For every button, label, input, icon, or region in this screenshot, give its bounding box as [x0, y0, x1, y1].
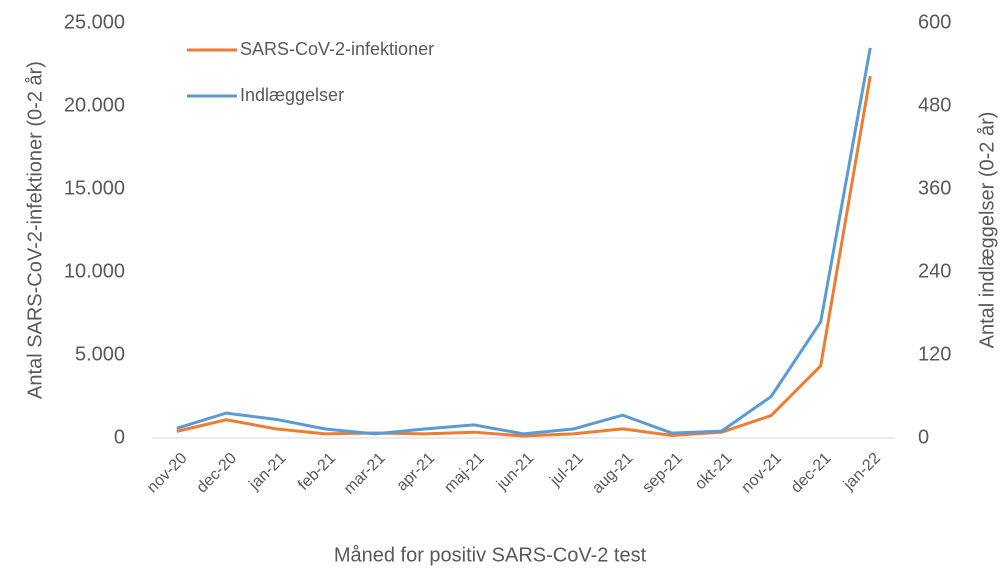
y2-tick-label: 480: [918, 94, 951, 116]
series-line: [176, 75, 872, 438]
y-tick-label: 20.000: [64, 94, 125, 116]
x-tick-label: feb-21: [295, 450, 339, 494]
y-tick-label: 10.000: [64, 260, 125, 282]
y-tick-label: 25.000: [64, 11, 125, 33]
y2-axis-title: Antal indlæggelser (0-2 år): [976, 112, 998, 349]
y2-tick-label: 360: [918, 177, 951, 199]
y2-tick-label: 240: [918, 260, 951, 282]
x-tick-label: jan-21: [245, 450, 289, 494]
y-tick-label: 5.000: [75, 343, 125, 365]
x-tick-label: sep-21: [639, 450, 686, 497]
y-tick-label: 0: [114, 426, 125, 448]
y-tick-label: 15.000: [64, 177, 125, 199]
legend-label: Indlæggelser: [240, 85, 344, 105]
x-tick-label: jan-22: [840, 450, 884, 494]
legend-label: SARS-CoV-2-infektioner: [240, 39, 434, 59]
x-tick-label: mar-21: [341, 450, 389, 498]
x-tick-label: jun-21: [493, 450, 537, 494]
x-tick-label: apr-21: [394, 450, 439, 495]
y-axis-title: Antal SARS-CoV-2-infektioner (0-2 år): [24, 61, 46, 399]
x-tick-label: maj-21: [441, 450, 488, 497]
y2-tick-label: 120: [918, 343, 951, 365]
x-tick-label: aug-21: [589, 450, 636, 497]
y2-tick-label: 600: [918, 11, 951, 33]
x-tick-label: dec-20: [193, 450, 240, 497]
x-tick-label: dec-21: [788, 450, 835, 497]
y2-tick-label: 0: [918, 426, 929, 448]
x-tick-label: jul-21: [546, 450, 586, 490]
x-tick-label: nov-21: [738, 450, 785, 497]
x-tick-label: nov-20: [144, 450, 191, 497]
x-axis-title: Måned for positiv SARS-CoV-2 test: [334, 544, 647, 566]
series-line: [176, 47, 872, 436]
x-tick-label: okt-21: [692, 450, 736, 494]
